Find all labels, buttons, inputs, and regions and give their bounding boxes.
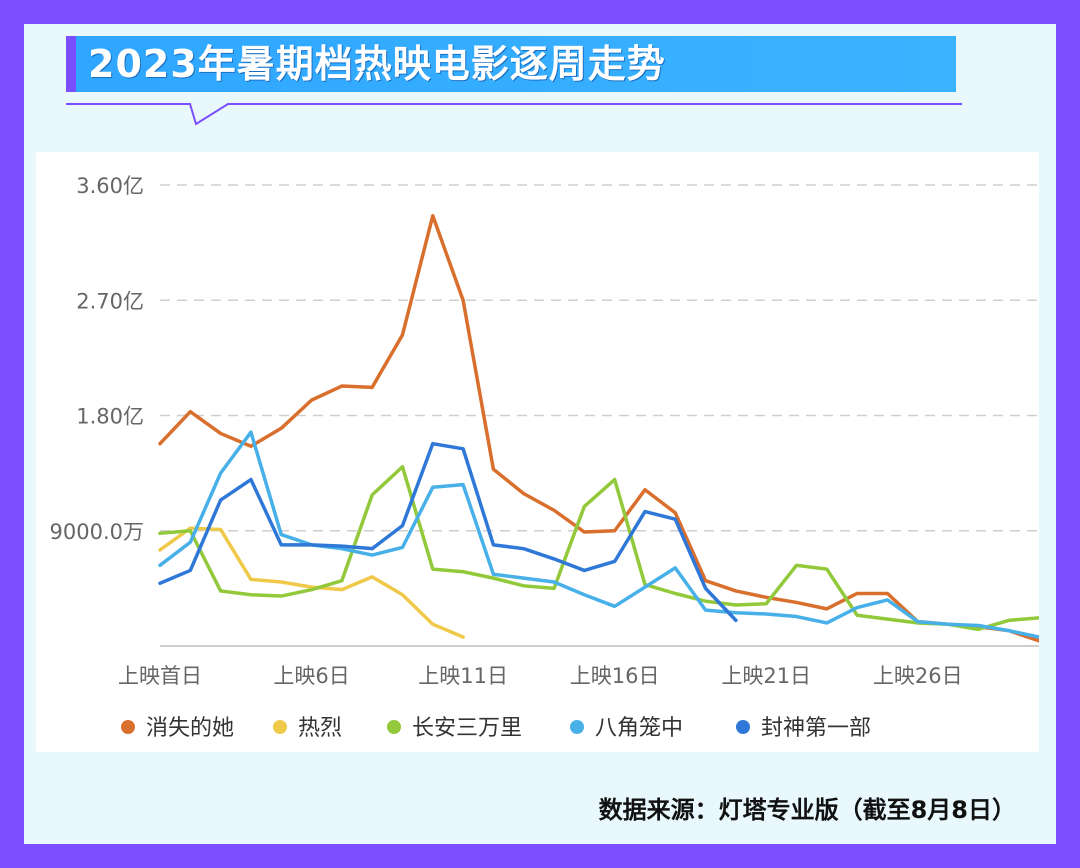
legend-label: 消失的她 (146, 716, 234, 741)
legend: 消失的她 热烈 长安三万里 八角笼中 封神第一部 (121, 716, 871, 741)
legend-marker (387, 720, 401, 734)
y-tick-label: 1.80亿 (76, 405, 144, 429)
x-tick-label: 上映21日 (721, 664, 811, 688)
x-tick-label: 上映26日 (873, 664, 963, 688)
x-tick-label: 上映16日 (570, 664, 660, 688)
chart-panel: 9000.0万 1.80亿 2.70亿 3.60亿 上映首日 上映6日 上映11日 上映16… (36, 152, 1039, 752)
grid-lines (160, 184, 1039, 532)
series-line-3 (158, 464, 1039, 632)
x-tick-label: 上映首日 (118, 664, 202, 688)
series-line-5 (158, 441, 738, 623)
title-banner (66, 36, 956, 92)
y-tick-label: 3.60亿 (76, 174, 144, 198)
series-lines (158, 213, 1039, 643)
page-title: 2023年暑期档热映电影逐周走势 (88, 42, 666, 86)
legend-marker (736, 720, 750, 734)
line-chart: 9000.0万 1.80亿 2.70亿 3.60亿 上映首日 上映6日 上映11日 上映16… (50, 174, 1039, 741)
legend-marker (273, 720, 287, 734)
data-source-note: 数据来源：灯塔专业版（截至8月8日） (598, 796, 1016, 824)
legend-marker (121, 720, 135, 734)
x-axis: 上映首日 上映6日 上映11日 上映16日 上映21日 上映26日 (118, 645, 1039, 688)
legend-label: 封神第一部 (761, 716, 871, 741)
y-tick-label: 2.70亿 (76, 289, 144, 313)
legend-label: 热烈 (298, 716, 342, 741)
x-tick-label: 上映6日 (273, 664, 349, 688)
series-line-1 (158, 213, 1039, 643)
y-tick-label: 9000.0万 (50, 520, 144, 544)
legend-label: 长安三万里 (412, 716, 522, 741)
legend-marker (570, 720, 584, 734)
title-accent-bar (66, 36, 76, 92)
series-line-2 (158, 526, 465, 639)
y-axis: 9000.0万 1.80亿 2.70亿 3.60亿 (50, 174, 144, 544)
x-tick-label: 上映11日 (418, 664, 508, 688)
series-line-4 (158, 430, 1039, 639)
legend-label: 八角笼中 (595, 716, 683, 741)
